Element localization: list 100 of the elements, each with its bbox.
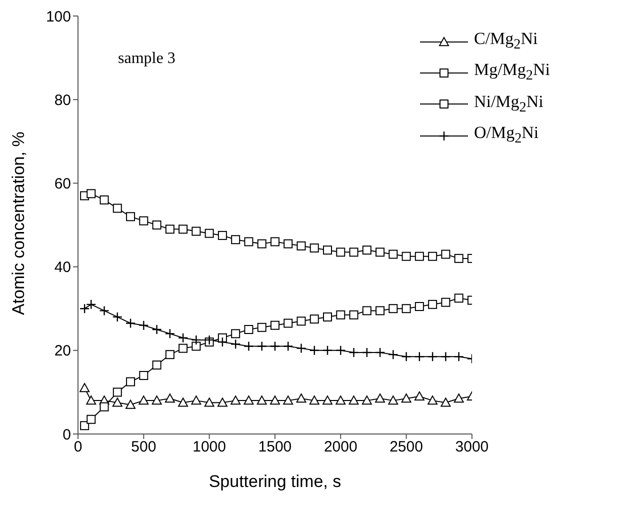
x-axis-title: Sputtering time, s <box>208 472 342 491</box>
point <box>244 396 254 405</box>
point <box>402 304 411 314</box>
annotation: sample 3 <box>118 50 176 68</box>
point <box>296 343 306 354</box>
point <box>218 230 227 240</box>
point <box>244 341 254 352</box>
legend-label: Ni/Mg$_{2}$Ni <box>474 90 544 118</box>
point <box>454 254 464 263</box>
point <box>454 393 464 403</box>
point <box>112 204 122 213</box>
point <box>112 388 122 397</box>
point <box>348 347 359 358</box>
point <box>100 402 109 412</box>
point <box>414 352 425 362</box>
point <box>270 237 280 246</box>
point <box>283 396 294 405</box>
point <box>270 341 280 352</box>
point <box>323 312 332 322</box>
point <box>204 228 214 238</box>
point <box>414 252 424 261</box>
point <box>257 239 266 248</box>
point <box>322 345 333 356</box>
point <box>152 220 162 230</box>
point <box>440 398 451 407</box>
point <box>191 396 202 405</box>
point <box>164 328 176 339</box>
point <box>231 235 240 244</box>
point <box>152 360 162 370</box>
point <box>428 300 438 309</box>
point <box>349 310 358 320</box>
point <box>296 241 306 250</box>
point <box>230 339 241 350</box>
y-tick-label: 100 <box>46 8 71 26</box>
point <box>217 398 228 407</box>
point <box>309 345 320 356</box>
point <box>138 396 149 405</box>
point <box>402 252 411 261</box>
point <box>86 414 96 424</box>
point <box>336 248 346 257</box>
x-tick-label: 2500 <box>390 438 423 456</box>
point <box>388 349 398 360</box>
point <box>112 398 122 407</box>
point <box>178 398 188 407</box>
point <box>79 304 90 314</box>
point <box>296 393 306 403</box>
point <box>362 347 372 358</box>
x-tick-label: 0 <box>74 438 82 456</box>
legend-label: Mg/Mg$_{2}$Ni <box>474 59 550 86</box>
x-tick-label: 1500 <box>258 438 292 456</box>
x-tick-label: 2000 <box>324 438 358 456</box>
point <box>204 398 214 407</box>
y-tick-label: 0 <box>62 426 71 444</box>
point <box>178 224 188 234</box>
point <box>80 421 90 430</box>
point <box>191 334 202 346</box>
point <box>138 320 149 330</box>
point <box>152 324 162 335</box>
point <box>80 383 90 392</box>
point <box>376 306 385 316</box>
point <box>362 246 372 255</box>
point <box>388 396 398 405</box>
point <box>99 306 110 316</box>
y-tick-label: 20 <box>54 342 71 360</box>
point <box>164 393 175 403</box>
point <box>256 396 267 405</box>
point <box>100 195 109 204</box>
point <box>348 396 359 405</box>
point <box>427 352 438 362</box>
point <box>217 336 228 348</box>
point <box>284 239 293 248</box>
x-tick-label: 1000 <box>192 438 226 456</box>
point <box>362 306 372 316</box>
point <box>178 344 188 353</box>
point <box>349 248 358 257</box>
point <box>310 243 319 252</box>
point <box>231 329 240 338</box>
point <box>283 341 294 352</box>
point <box>86 299 96 310</box>
point <box>414 302 424 312</box>
point <box>126 377 136 386</box>
point <box>284 318 293 328</box>
point <box>374 347 386 358</box>
point <box>322 396 333 405</box>
point <box>376 248 385 257</box>
point <box>126 212 136 222</box>
point <box>441 298 450 307</box>
point <box>310 314 319 324</box>
y-axis-title: Atomic concentration, % <box>9 132 28 315</box>
point <box>178 332 188 343</box>
point <box>296 316 306 326</box>
point <box>336 310 346 320</box>
point <box>323 246 332 255</box>
point <box>165 224 174 234</box>
point <box>165 350 174 360</box>
point <box>125 318 136 328</box>
point <box>86 396 96 405</box>
point <box>270 320 280 330</box>
legend-label: O/Mg$_{2}$Ni <box>474 122 539 149</box>
point <box>192 342 201 351</box>
